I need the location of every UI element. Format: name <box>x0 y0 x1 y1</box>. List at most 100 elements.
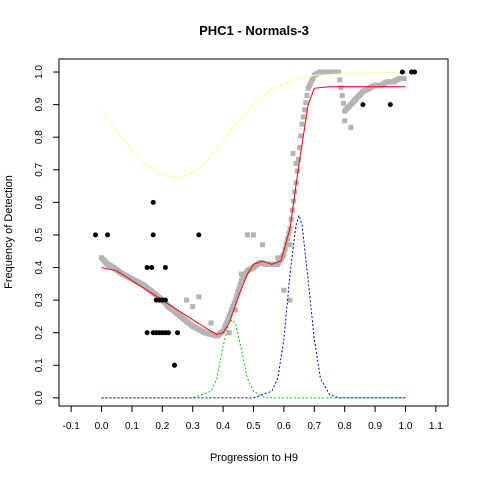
sample-point <box>399 69 405 75</box>
gray-trend-point <box>282 246 288 252</box>
sample-point <box>387 102 393 108</box>
sample-point <box>149 265 155 270</box>
gray-scatter-point <box>196 294 202 300</box>
y-tick-label: 0.1 <box>34 358 45 372</box>
x-axis-label: Progression to H9 <box>210 452 298 464</box>
gray-scatter-point <box>342 118 348 124</box>
y-tick-label: 0.4 <box>34 260 45 274</box>
gray-trend-point <box>283 241 289 247</box>
gray-scatter-point <box>275 255 281 261</box>
y-tick-label: 0.3 <box>34 293 45 307</box>
x-axis: -0.1 0.0 0.1 0.2 0.3 0.4 0.5 0.6 0.7 0.8 0.9 1.0 1.1 <box>63 406 443 432</box>
gray-trend-point <box>310 75 316 81</box>
sample-point <box>172 362 177 368</box>
gray-trend-point <box>221 325 227 331</box>
x-tick-label: 1.1 <box>429 421 443 432</box>
series-line <box>101 86 406 335</box>
sample-point <box>150 232 156 238</box>
series-line <box>101 318 406 399</box>
gray-trend-point <box>294 168 300 174</box>
gray-trend-point <box>225 316 231 322</box>
gray-trend-point <box>336 69 342 75</box>
gray-trend-point <box>235 289 241 295</box>
x-tick-label: 1.0 <box>399 421 413 432</box>
sample-point <box>144 265 150 270</box>
plot-area <box>93 69 418 399</box>
x-tick-label: -0.1 <box>63 421 81 432</box>
sample-point <box>360 102 366 108</box>
gray-scatter-point <box>251 232 256 238</box>
gray-scatter-point <box>208 320 214 326</box>
gray-trend-point <box>237 282 243 287</box>
y-axis: 0.0 0.1 0.2 0.3 0.4 0.5 0.6 0.7 0.8 0.9 1.0 <box>34 65 59 405</box>
gray-trend-point <box>281 252 287 257</box>
y-tick-label: 0.9 <box>34 97 45 111</box>
x-tick-label: 0.5 <box>247 421 261 432</box>
gray-trend-point <box>309 78 315 83</box>
gray-scatter-point <box>244 232 250 238</box>
gray-trend-point <box>229 307 235 313</box>
gray-scatter-point <box>287 242 293 248</box>
gray-trend-point <box>223 322 228 328</box>
sample-point <box>412 69 418 75</box>
sample-point <box>165 330 171 336</box>
gray-trend-point <box>337 77 343 83</box>
gray-scatter-point <box>190 304 196 310</box>
gray-scatter-point <box>281 287 287 293</box>
gray-trend-point <box>231 300 237 306</box>
gray-trend-point <box>305 85 311 91</box>
gray-trend-point <box>297 145 303 151</box>
gray-trend-point <box>338 85 344 91</box>
gray-trend-point <box>234 293 239 299</box>
sample-point <box>162 297 168 303</box>
gray-trend-point <box>341 100 346 106</box>
gray-trend-point <box>227 310 233 316</box>
gray-trend-point <box>306 83 312 89</box>
sample-point <box>144 330 150 336</box>
gray-trend-point <box>296 156 301 162</box>
x-tick-label: 0.4 <box>216 421 230 432</box>
gray-trend-point <box>299 121 305 127</box>
gray-scatter-point <box>290 151 296 156</box>
y-tick-label: 0.0 <box>34 391 45 405</box>
gray-trend-point <box>308 80 314 86</box>
x-tick-label: 0.7 <box>307 421 321 432</box>
sample-point <box>93 232 98 238</box>
gray-scatter-point <box>226 330 232 336</box>
gray-scatter-point <box>260 242 266 248</box>
gray-trend-point <box>230 304 236 310</box>
y-tick-label: 0.2 <box>34 325 45 339</box>
x-tick-label: 0.3 <box>186 421 200 432</box>
x-tick-label: 0.8 <box>338 421 352 432</box>
y-tick-label: 0.6 <box>34 195 45 209</box>
sample-point <box>196 232 202 238</box>
series-line <box>101 71 406 179</box>
y-tick-label: 1.0 <box>34 65 45 79</box>
gray-scatter-point <box>348 124 354 130</box>
gray-trend-point <box>298 133 304 139</box>
sample-point <box>162 265 168 270</box>
gray-trend-point <box>303 100 309 106</box>
chart-title: PHC1 - Normals-3 <box>199 23 309 38</box>
sample-point <box>150 199 156 205</box>
x-tick-label: 0.2 <box>155 421 169 432</box>
y-tick-label: 0.8 <box>34 130 45 144</box>
y-tick-label: 0.7 <box>34 162 45 176</box>
sample-point <box>175 330 180 336</box>
series-line <box>101 213 406 399</box>
gray-scatter-point <box>184 297 190 303</box>
gray-trend-point <box>236 285 242 291</box>
x-tick-label: 0.1 <box>125 421 139 432</box>
gray-trend-point <box>226 313 232 319</box>
gray-trend-point <box>232 297 238 303</box>
gray-scatter-point <box>238 271 244 277</box>
x-tick-label: 0.0 <box>95 421 109 432</box>
y-tick-label: 0.5 <box>34 228 45 242</box>
gray-trend-point <box>401 76 407 81</box>
gray-trend-point <box>224 319 230 325</box>
gray-trend-point <box>304 93 310 98</box>
y-axis-label: Frequency of Detection <box>3 175 15 289</box>
gray-trend-point <box>302 107 308 113</box>
x-tick-label: 0.9 <box>368 421 382 432</box>
